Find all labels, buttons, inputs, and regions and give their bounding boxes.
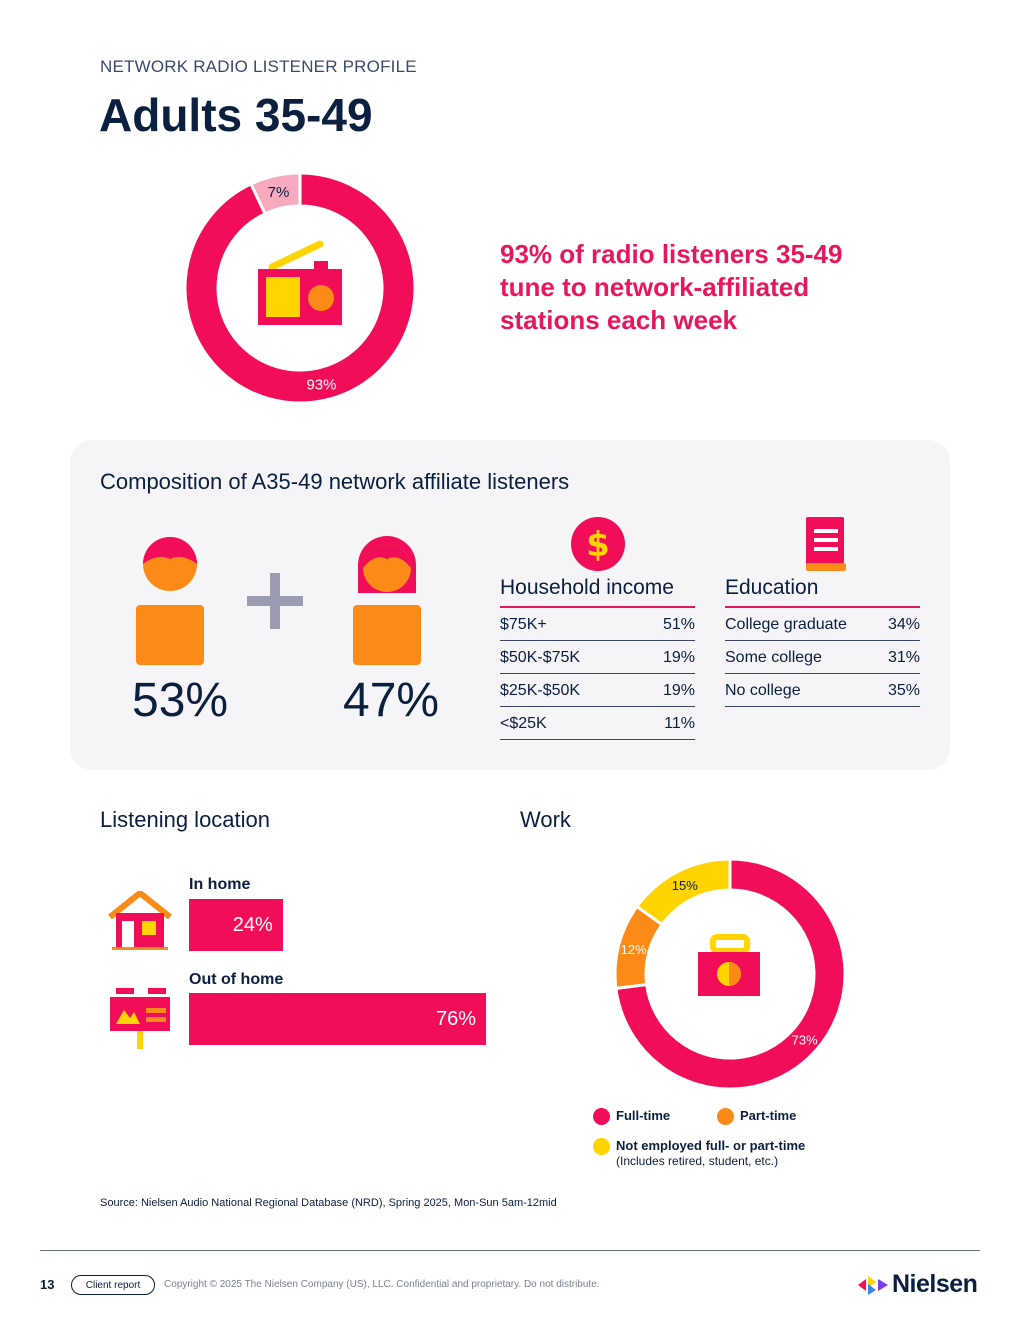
svg-text:$: $ <box>586 525 610 565</box>
education-table: College graduate 34% Some college 31% No c… <box>725 606 920 707</box>
donut-slice <box>614 857 847 1091</box>
female-percentage: 47% <box>343 674 440 727</box>
donut-slice <box>634 857 732 927</box>
table-row: $25K-$50K 19% <box>500 674 695 707</box>
table-row: <$25K 11% <box>500 707 695 740</box>
not-employed-legend-swatch <box>593 1138 610 1155</box>
education-title: Education <box>725 576 819 599</box>
female-person-icon <box>353 536 421 665</box>
composition-title: Composition of A35-49 network affiliate … <box>100 469 570 494</box>
slice-label: 7% <box>268 184 290 201</box>
income-rule <box>500 606 695 608</box>
out-home-label: Out of home <box>189 971 284 988</box>
donut-slice <box>183 171 417 405</box>
page-number: 13 <box>40 1277 55 1292</box>
house-icon <box>108 891 172 950</box>
billboard-icon <box>110 988 170 1049</box>
source-note: Source: Nielsen Audio National Regional … <box>100 1197 557 1209</box>
nielsen-logo-icon <box>858 1276 888 1295</box>
row-label: $25K-$50K <box>500 681 581 699</box>
income-title: Household income <box>500 576 674 599</box>
table-row: College graduate 34% <box>725 608 920 641</box>
row-label: Some college <box>725 648 822 666</box>
row-value: 35% <box>887 681 920 699</box>
row-value: 11% <box>664 714 695 732</box>
not-employed-legend-note: (Includes retired, student, etc.) <box>616 1154 779 1168</box>
male-person-icon <box>136 537 204 665</box>
reach-headline: 93% of radio listeners 35-49 tune to net… <box>500 239 843 335</box>
row-label: No college <box>725 681 801 699</box>
row-value: 19% <box>662 681 695 699</box>
male-percentage: 53% <box>132 674 229 727</box>
reach-donut-chart: 93% 7% <box>183 171 417 405</box>
page-title: Adults 35-49 <box>99 89 373 141</box>
work-title: Work <box>520 807 571 832</box>
table-row: Some college 31% <box>725 641 920 674</box>
not-employed-legend-label: Not employed full- or part-time <box>616 1138 806 1153</box>
in-home-label: In home <box>189 876 251 893</box>
listening-bar-chart: 24% 76% <box>189 0 486 1100</box>
in-home-bar: 24% <box>189 899 283 951</box>
row-label: $50K-$75K <box>500 648 581 666</box>
composition-panel <box>70 440 950 770</box>
education-rule <box>725 606 920 608</box>
table-row: $50K-$75K 19% <box>500 641 695 674</box>
row-label: $75K+ <box>500 615 547 633</box>
row-label: <$25K <box>500 714 547 732</box>
row-value: 19% <box>662 648 695 666</box>
table-row: $75K+ 51% <box>500 608 695 641</box>
row-label: College graduate <box>725 615 847 633</box>
eyebrow: NETWORK RADIO LISTENER PROFILE <box>100 57 417 76</box>
work-donut-chart: 73% 12% 15% <box>613 857 847 1091</box>
slice-label: 73% <box>792 1032 818 1047</box>
slice-label: 15% <box>672 878 698 893</box>
radio-icon <box>258 240 342 325</box>
table-row: No college 35% <box>725 674 920 707</box>
full-time-legend-swatch <box>593 1108 610 1125</box>
listening-title: Listening location <box>100 807 271 832</box>
donut-slice <box>249 171 302 216</box>
row-value: 34% <box>887 615 920 633</box>
briefcase-icon <box>698 934 760 996</box>
part-time-legend-label: Part-time <box>740 1108 797 1123</box>
book-icon <box>806 517 846 571</box>
footer-divider <box>40 1250 980 1251</box>
part-time-legend-swatch <box>717 1108 734 1125</box>
nielsen-brand: Nielsen <box>892 1270 978 1298</box>
row-value: 31% <box>887 648 920 666</box>
slice-label: 93% <box>306 376 336 393</box>
dollar-icon: $ <box>571 517 625 571</box>
copyright-text: Copyright © 2025 The Nielsen Company (US… <box>164 1279 600 1290</box>
income-table: $75K+ 51% $50K-$75K 19% $25K-$50K 19% <$25K… <box>500 606 695 740</box>
row-value: 51% <box>662 615 695 633</box>
out-of-home-bar: 76% <box>189 993 486 1045</box>
slice-label: 12% <box>621 942 647 957</box>
full-time-legend-label: Full-time <box>616 1108 671 1123</box>
plus-icon <box>247 573 303 629</box>
client-report-pill: Client report <box>71 1275 155 1295</box>
